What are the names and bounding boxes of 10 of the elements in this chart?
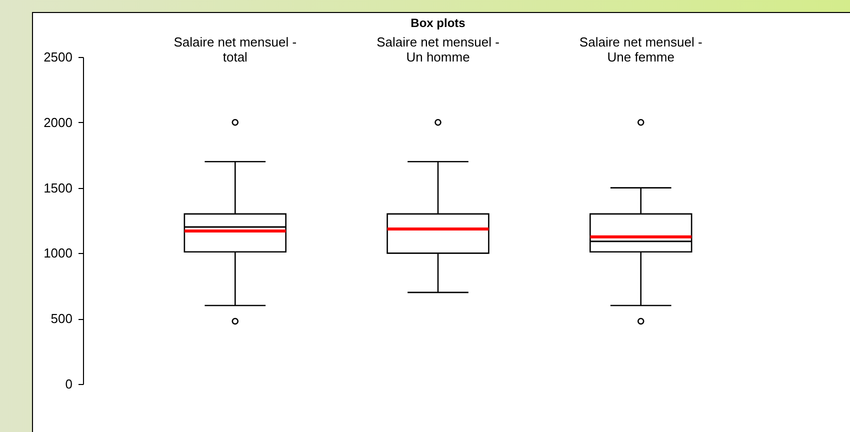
x-tick-label: Salaire net mensuel - Un homme [376,34,500,64]
y-tick-label: 2500 [44,50,72,64]
y-tick-label: 500 [50,311,72,326]
y-tick-label: 1500 [44,180,72,196]
chart-title: Box plots [410,16,466,30]
x-tick-label: Salaire net mensuel - Une femme [579,34,702,64]
y-tick-label: 1000 [44,246,72,261]
x-tick-label: Salaire net mensuel - total [174,34,297,64]
y-tick-label: 2000 [44,114,72,130]
y-tick-label: 0 [65,376,72,392]
